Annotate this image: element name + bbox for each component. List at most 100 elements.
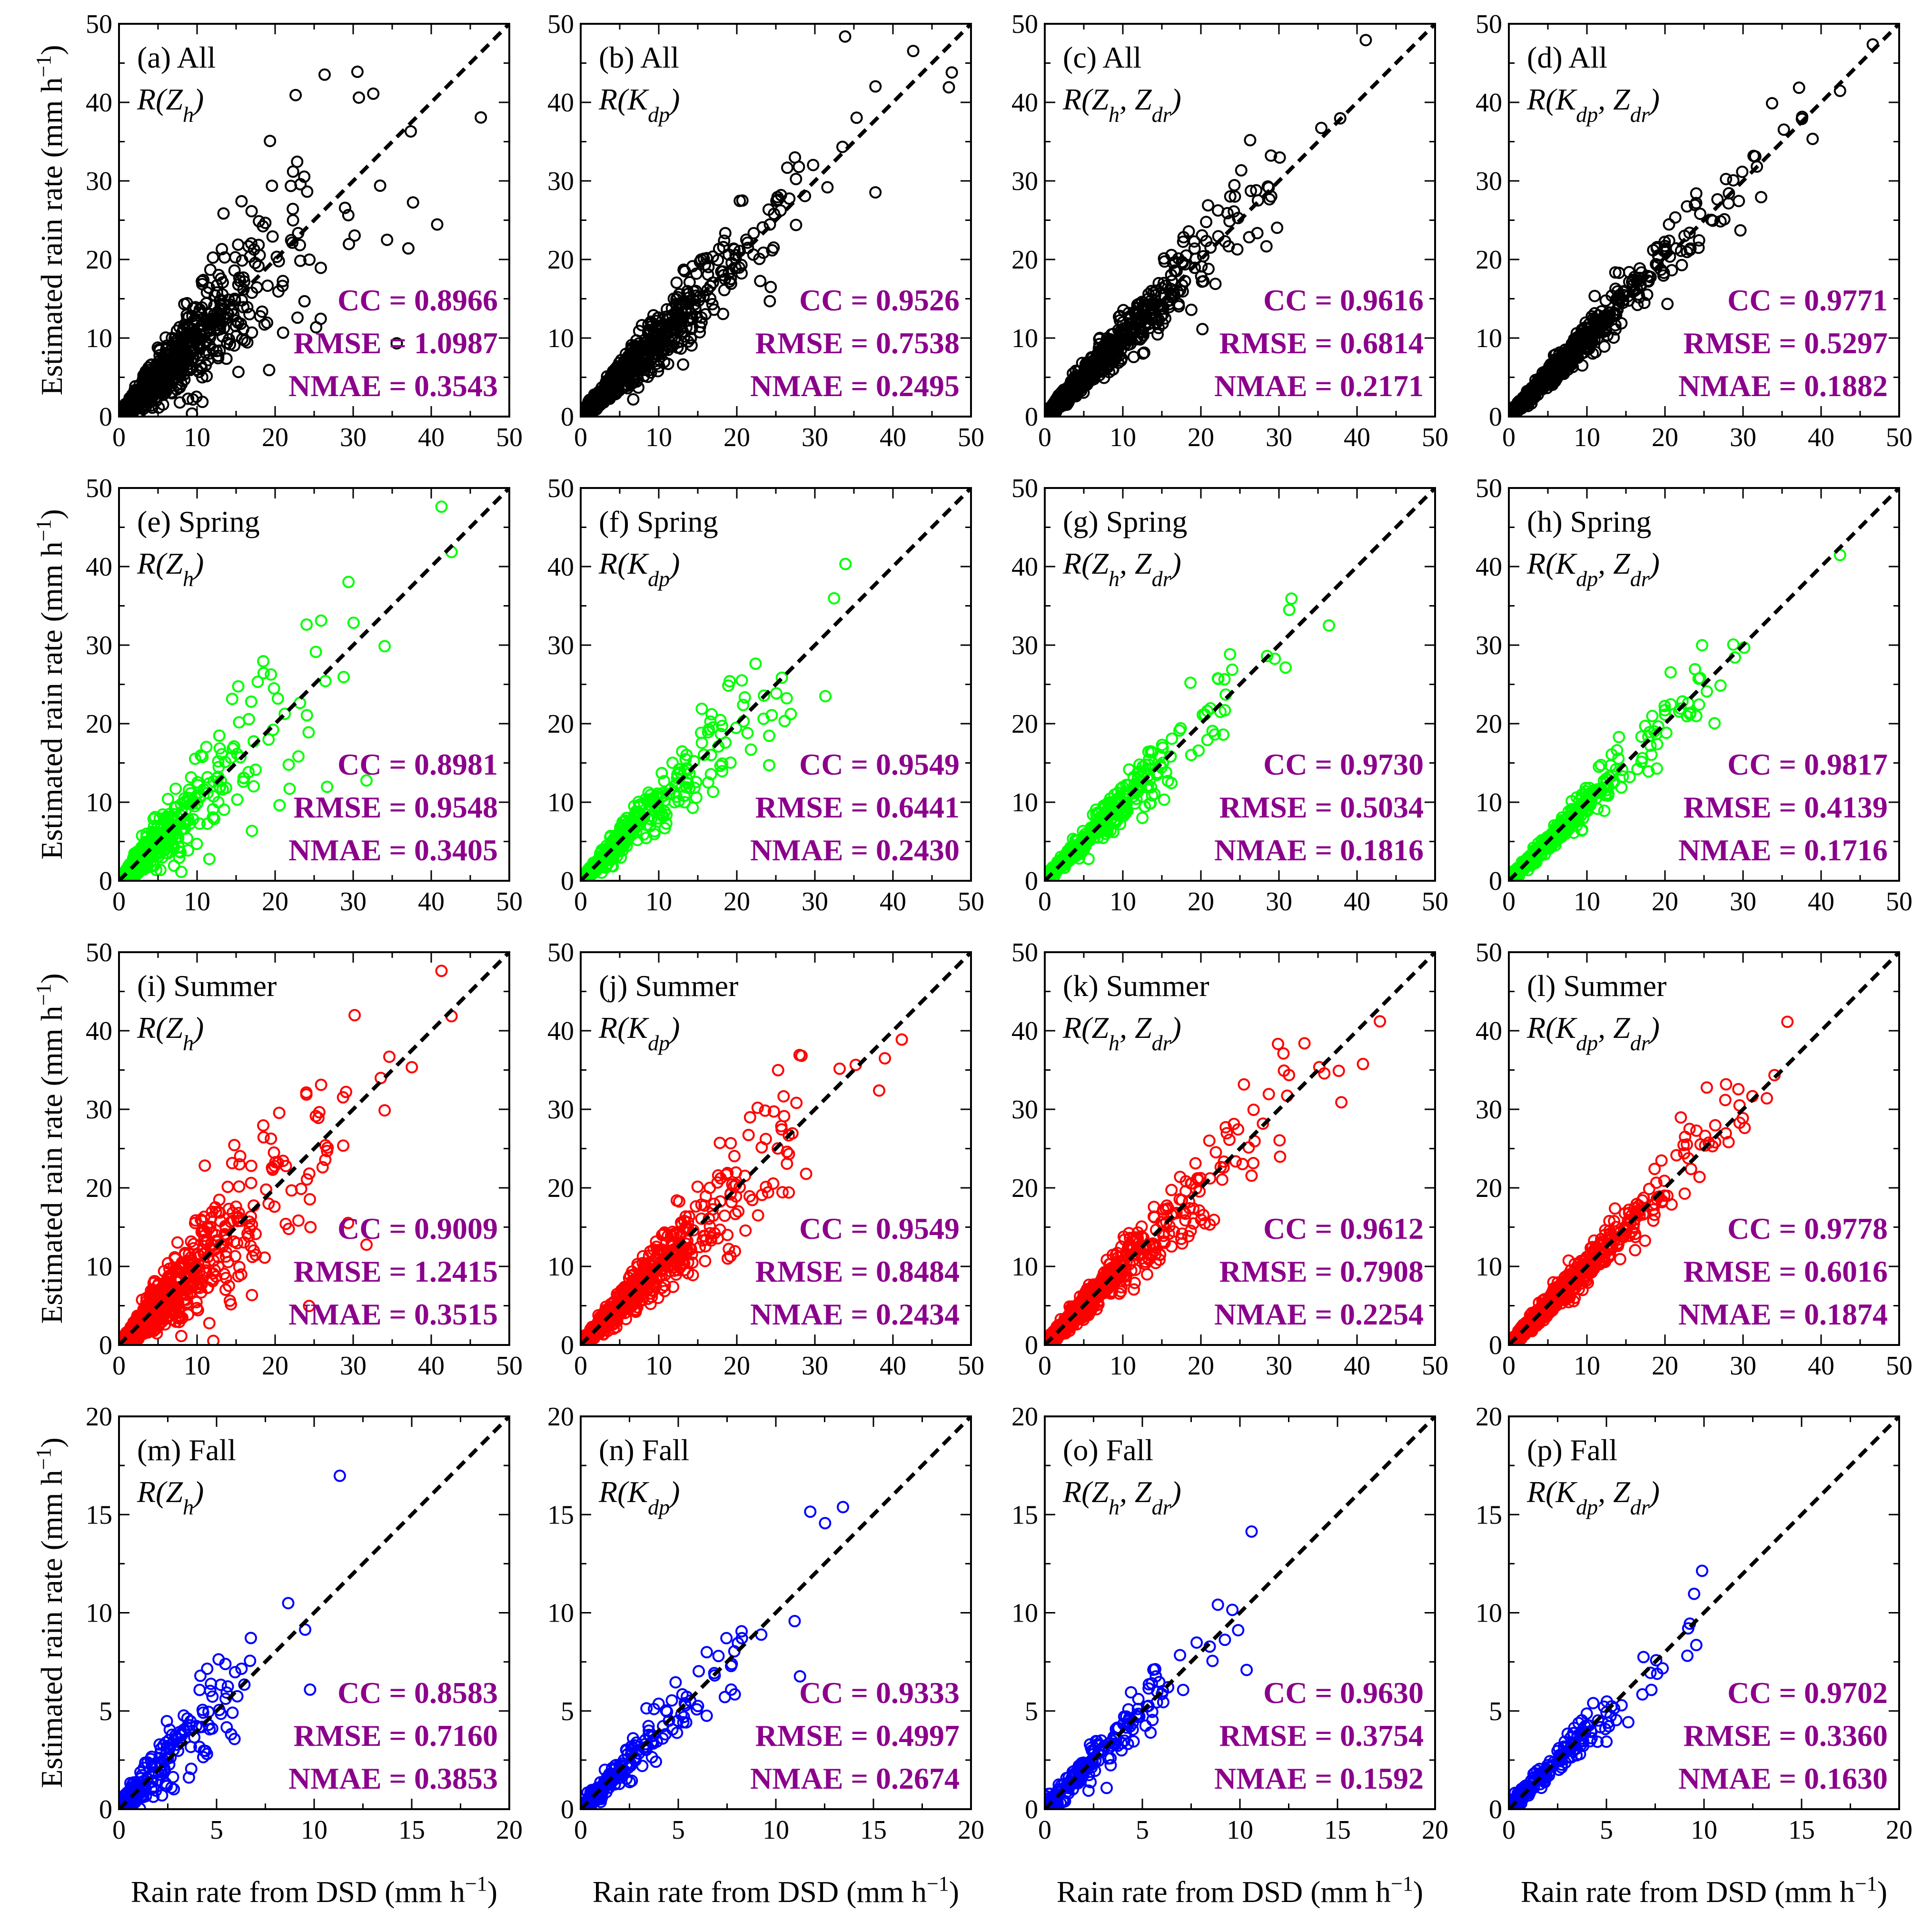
stat-nmae: NMAE = 0.2430 [750, 833, 960, 867]
data-point [807, 159, 820, 171]
data-point [1706, 214, 1719, 227]
data-point [1143, 295, 1156, 308]
y-tick-label: 30 [547, 631, 574, 660]
data-point [673, 763, 685, 776]
data-point [266, 230, 279, 243]
data-point [1755, 191, 1767, 204]
data-point [1165, 777, 1178, 789]
data-point [271, 692, 284, 705]
data-point [652, 365, 664, 378]
data-point [277, 275, 289, 288]
y-tick-label: 10 [547, 324, 574, 353]
data-point [1273, 151, 1286, 164]
data-point [151, 819, 164, 832]
data-point [744, 743, 757, 756]
x-tick-label: 50 [496, 423, 523, 452]
data-point [716, 757, 729, 770]
data-point [819, 690, 832, 703]
data-point [716, 719, 729, 732]
data-point [638, 336, 651, 349]
data-point [231, 793, 244, 806]
data-point [1221, 207, 1234, 219]
data-point [747, 227, 760, 239]
y-tick-label: 10 [86, 324, 112, 353]
y-tick-label: 50 [86, 474, 112, 503]
data-point [1675, 259, 1688, 271]
data-point [1609, 266, 1622, 279]
estimator-formula: R(Kdp) [598, 82, 680, 127]
x-tick-label: 10 [1574, 423, 1600, 452]
x-tick-label: 10 [184, 423, 210, 452]
data-point [828, 592, 841, 605]
data-point [1631, 299, 1644, 311]
data-point [1592, 309, 1605, 322]
data-point [212, 323, 225, 336]
data-point [1607, 331, 1620, 344]
data-point [287, 165, 299, 178]
x-tick-label: 0 [1502, 423, 1516, 452]
x-tick-label: 30 [340, 887, 367, 916]
data-point [237, 771, 250, 784]
data-point [1265, 149, 1278, 162]
one-to-one-line [581, 488, 971, 881]
data-point [435, 500, 448, 513]
data-point [175, 866, 188, 878]
data-point [287, 214, 299, 227]
y-tick-label: 50 [1011, 10, 1038, 39]
data-point [216, 783, 229, 796]
data-point [1156, 741, 1169, 754]
data-point [161, 793, 174, 806]
data-point [1599, 294, 1612, 307]
y-axis-label: Estimated rain rate (mm h−1) [32, 45, 69, 395]
data-point [342, 576, 355, 588]
data-point [378, 640, 391, 653]
y-tick-label: 0 [1489, 402, 1502, 432]
x-tick-label: 40 [418, 887, 445, 916]
data-point [298, 295, 311, 308]
data-point [698, 748, 710, 761]
x-tick-label: 40 [880, 423, 906, 452]
data-point [475, 111, 487, 124]
x-tick-label: 0 [112, 423, 126, 452]
data-point [735, 674, 748, 687]
data-point [1663, 234, 1675, 247]
data-point [191, 332, 204, 345]
stat-nmae: NMAE = 0.1882 [1678, 369, 1888, 403]
data-point [1589, 346, 1602, 359]
x-tick-label: 20 [262, 887, 288, 916]
data-point [784, 707, 797, 720]
scatter-points [119, 500, 458, 881]
data-point [232, 366, 245, 378]
data-point [207, 811, 219, 824]
y-tick-label: 20 [1476, 245, 1502, 275]
one-to-one-line [119, 24, 509, 417]
y-tick-label: 40 [1011, 88, 1038, 118]
data-point [622, 374, 634, 387]
data-point [294, 254, 307, 267]
data-point [321, 780, 334, 793]
data-point [347, 617, 360, 629]
data-point [351, 65, 364, 78]
data-point [655, 767, 668, 779]
x-tick-label: 0 [112, 887, 126, 916]
data-point [703, 723, 715, 736]
data-point [242, 713, 255, 726]
data-point [719, 227, 732, 239]
data-point [147, 368, 159, 380]
data-point [1283, 604, 1296, 616]
data-point [285, 179, 297, 192]
one-to-one-line [119, 488, 509, 881]
data-point [1195, 270, 1208, 283]
data-point [594, 391, 606, 404]
data-point [714, 714, 727, 727]
x-tick-label: 50 [958, 423, 984, 452]
data-point [216, 243, 228, 256]
data-point [683, 314, 695, 327]
data-point [178, 298, 191, 310]
data-point [318, 68, 331, 81]
data-point [612, 385, 624, 398]
data-point [140, 861, 153, 874]
data-point [208, 289, 221, 302]
data-point [270, 250, 283, 263]
